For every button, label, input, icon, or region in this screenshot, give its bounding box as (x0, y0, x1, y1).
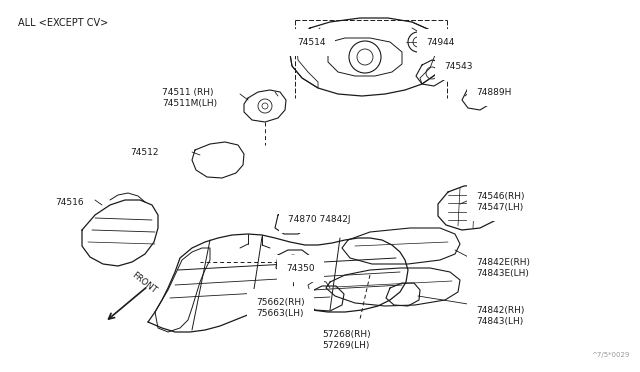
Text: 74944: 74944 (426, 38, 454, 47)
Text: 74546(RH)
74547(LH): 74546(RH) 74547(LH) (476, 192, 525, 212)
Text: 75662(RH)
75663(LH): 75662(RH) 75663(LH) (256, 298, 305, 318)
Text: 74511 (RH)
74511M(LH): 74511 (RH) 74511M(LH) (162, 88, 217, 108)
Text: 74543: 74543 (444, 62, 472, 71)
Text: ^7/5*0029: ^7/5*0029 (591, 352, 630, 358)
Text: 74889H: 74889H (476, 88, 511, 97)
Text: FRONT: FRONT (130, 270, 158, 295)
Text: 74842E(RH)
74843E(LH): 74842E(RH) 74843E(LH) (476, 258, 530, 278)
Text: 74870 74842J: 74870 74842J (288, 215, 351, 224)
Text: 57268(RH)
57269(LH): 57268(RH) 57269(LH) (322, 330, 371, 350)
Text: 74350: 74350 (286, 264, 315, 273)
Text: ALL <EXCEPT CV>: ALL <EXCEPT CV> (18, 18, 108, 28)
Text: 74842(RH)
74843(LH): 74842(RH) 74843(LH) (476, 306, 524, 326)
Text: 74516: 74516 (55, 198, 84, 207)
Text: 74512: 74512 (130, 148, 159, 157)
Text: 74514: 74514 (297, 38, 326, 47)
